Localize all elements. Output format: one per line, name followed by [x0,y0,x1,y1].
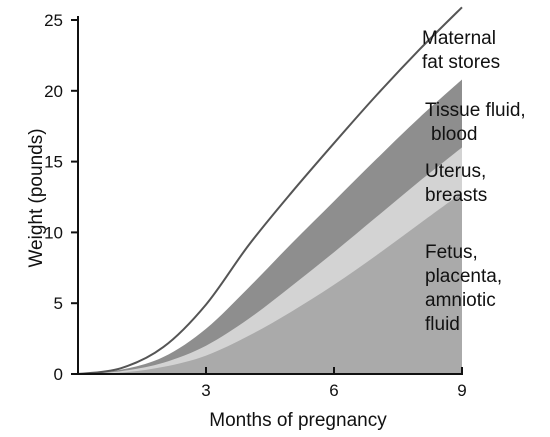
series-label-2-line-1: blood [431,124,478,145]
series-label-1-line-0: Uterus, [425,161,486,182]
y-tick-label-25: 25 [44,11,63,30]
x-tick-label-6: 6 [329,381,338,400]
area-layers [78,7,462,375]
series-label-2-line-0: Tissue fluid, [425,100,526,121]
y-tick-label-20: 20 [44,82,63,101]
series-labels: Fetus, placenta, amniotic fluid Uterus, breas… [422,28,526,335]
y-tick-label-15: 15 [44,153,63,172]
axes: 0 5 10 15 20 25 3 6 9 [44,11,467,400]
series-label-0-line-1: placenta, [425,266,502,287]
series-label-0-line-0: Fetus, [425,242,478,263]
series-label-1-line-1: breasts [425,185,487,206]
y-tick-label-0: 0 [54,365,63,384]
x-tick-label-3: 3 [201,381,210,400]
total-weight-line [77,6,463,375]
y-tick-label-5: 5 [54,294,63,313]
y-axis-label: Weight (pounds) [26,128,47,267]
series-label-3-line-0: Maternal [422,28,496,49]
area-fetus-placenta-amniotic-fluid [78,192,462,374]
x-tick-label-9: 9 [457,381,466,400]
y-tick-label-10: 10 [44,223,63,242]
series-label-0-line-3: fluid [425,314,460,335]
series-label-0-line-2: amniotic [425,290,496,311]
series-label-3-line-1: fat stores [422,52,500,73]
x-axis-label: Months of pregnancy [209,410,387,431]
